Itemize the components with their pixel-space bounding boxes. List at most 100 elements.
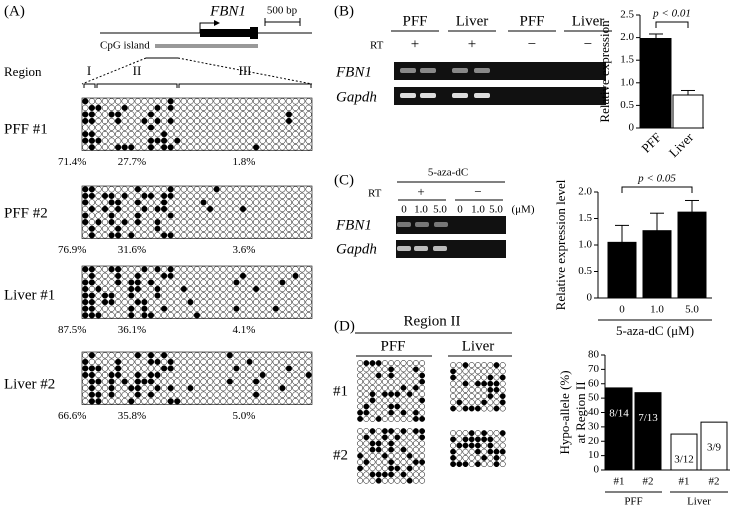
- cpg-site: [147, 365, 155, 372]
- cpg-site: [174, 137, 181, 144]
- cpg-site: [369, 459, 376, 466]
- cpg-site: [285, 186, 293, 193]
- cpg-site: [369, 366, 376, 373]
- cpg-site: [154, 137, 161, 144]
- cpg-site: [121, 279, 128, 286]
- cpg-site: [115, 358, 122, 365]
- cpg-site: [180, 305, 187, 312]
- cpg-site: [88, 285, 95, 293]
- cpg-site: [252, 272, 260, 279]
- methylation-percent: 3.6%: [233, 244, 256, 256]
- cpg-site: [167, 312, 174, 319]
- cpg-site: [419, 452, 426, 459]
- cpg-site: [298, 378, 306, 385]
- cpg-site: [406, 465, 413, 472]
- cpg-site: [160, 385, 168, 392]
- cpg-site: [88, 131, 95, 138]
- cpg-site: [220, 111, 227, 118]
- cpg-site: [259, 385, 266, 392]
- cpg-site: [279, 192, 286, 199]
- cpg-site: [388, 415, 395, 422]
- cpg-site: [400, 409, 407, 416]
- cpg-site: [147, 225, 155, 232]
- cpg-site: [220, 117, 227, 125]
- methylation-percent: 5.0%: [233, 410, 256, 422]
- cpg-site: [239, 144, 247, 151]
- cpg-site: [279, 299, 286, 306]
- cpg-site: [88, 398, 95, 405]
- cpg-site: [487, 386, 494, 393]
- cpg-site: [246, 299, 253, 306]
- cpg-site: [456, 380, 463, 387]
- dose-label: 1.0: [414, 204, 428, 216]
- cpg-site: [128, 117, 135, 125]
- cpg-site: [381, 428, 388, 435]
- y-axis-label: Relative expression: [597, 20, 612, 123]
- cpg-site: [285, 192, 293, 199]
- cpg-site: [252, 104, 260, 111]
- cpg-site: [206, 385, 214, 392]
- cpg-site: [239, 98, 247, 105]
- cpg-site: [108, 124, 115, 131]
- cpg-site: [272, 225, 279, 232]
- cpg-site: [88, 137, 95, 144]
- cpg-site: [363, 397, 370, 404]
- cpg-site: [305, 371, 312, 379]
- cpg-site: [412, 446, 419, 453]
- cpg-site: [239, 131, 247, 138]
- cpg-site: [115, 205, 122, 213]
- cpg-site: [174, 299, 181, 306]
- cpg-site: [147, 292, 155, 299]
- cpg-site: [375, 366, 382, 373]
- cpg-site: [206, 279, 214, 286]
- cpg-site: [462, 380, 469, 387]
- cpg-site: [128, 378, 135, 385]
- cpg-site: [101, 352, 109, 359]
- cpg-site: [147, 192, 155, 199]
- cpg-site: [167, 385, 174, 392]
- cpg-site: [259, 137, 266, 144]
- cpg-site: [233, 199, 240, 206]
- cpg-site: [108, 305, 115, 312]
- cpg-site: [220, 232, 227, 239]
- cpg-site: [154, 232, 161, 239]
- cpg-site: [134, 232, 141, 239]
- cpg-site: [239, 199, 247, 206]
- cpg-site: [462, 454, 469, 461]
- cpg-site: [134, 205, 141, 213]
- cpg-site: [259, 305, 266, 312]
- cpg-site: [160, 117, 168, 125]
- cpg-site: [279, 186, 286, 193]
- cpg-site: [154, 385, 161, 392]
- cpg-site: [180, 352, 187, 359]
- cpg-site: [400, 452, 407, 459]
- cpg-site: [226, 225, 233, 232]
- cpg-site: [369, 428, 376, 435]
- cpg-site: [193, 292, 201, 299]
- cpg-site: [82, 358, 89, 365]
- cpg-site: [272, 371, 279, 379]
- cpg-site: [193, 117, 201, 125]
- cpg-site: [239, 205, 247, 213]
- cpg-site: [481, 430, 488, 437]
- cpg-site: [493, 362, 500, 369]
- cpg-site: [187, 192, 194, 199]
- cpg-site: [375, 378, 382, 385]
- cpg-site: [141, 385, 148, 392]
- cpg-site: [266, 117, 273, 125]
- cpg-site: [121, 365, 128, 372]
- cpg-site: [128, 225, 135, 232]
- cpg-site: [187, 285, 194, 293]
- cpg-site: [128, 98, 135, 105]
- cpg-site: [259, 104, 266, 111]
- cpg-site: [412, 452, 419, 459]
- cpg-site: [180, 365, 187, 372]
- cpg-site: [200, 266, 207, 273]
- cpg-site: [220, 137, 227, 144]
- cpg-site: [388, 477, 395, 484]
- cpg-site: [369, 378, 376, 385]
- cpg-site: [357, 446, 364, 453]
- cpg-site: [388, 440, 395, 447]
- cpg-site: [246, 232, 253, 239]
- cpg-site: [419, 446, 426, 453]
